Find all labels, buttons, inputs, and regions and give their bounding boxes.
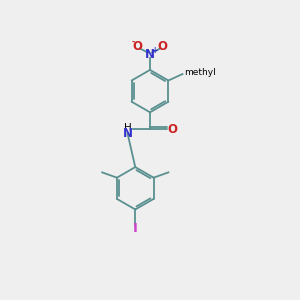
Text: H: H — [124, 123, 131, 133]
Text: I: I — [133, 222, 138, 235]
Text: O: O — [133, 40, 142, 53]
Text: N: N — [123, 127, 133, 140]
Text: +: + — [151, 46, 157, 55]
Text: O: O — [168, 123, 178, 136]
Text: N: N — [145, 48, 155, 61]
Text: -: - — [132, 38, 135, 47]
Text: methyl: methyl — [184, 68, 215, 77]
Text: O: O — [158, 40, 167, 53]
